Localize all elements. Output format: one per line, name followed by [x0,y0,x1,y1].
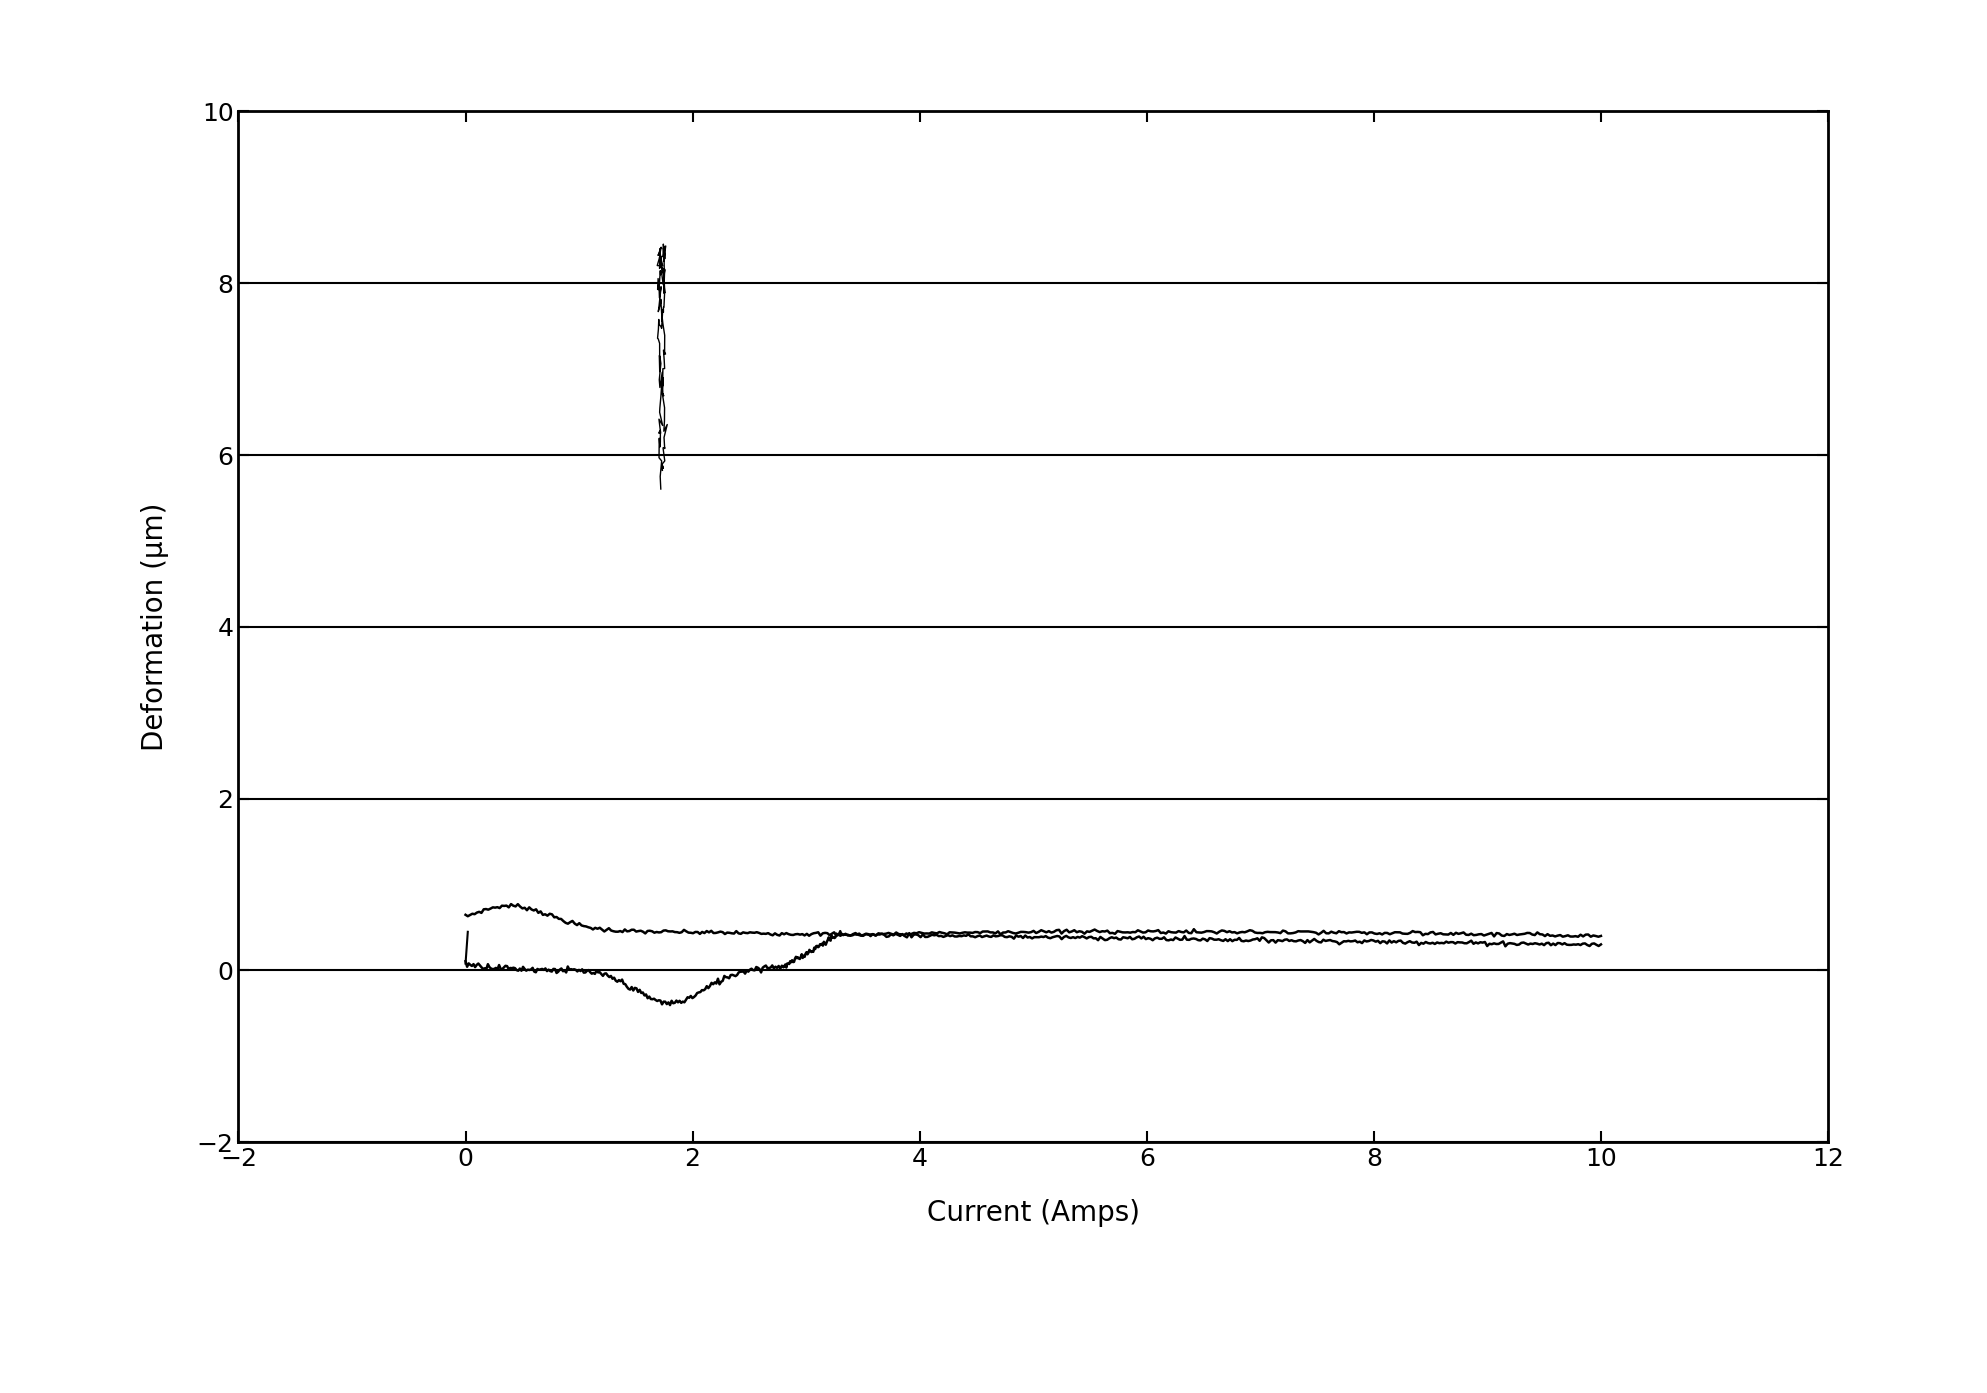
Y-axis label: Deformation (μm): Deformation (μm) [141,503,169,751]
X-axis label: Current (Amps): Current (Amps) [926,1199,1141,1227]
